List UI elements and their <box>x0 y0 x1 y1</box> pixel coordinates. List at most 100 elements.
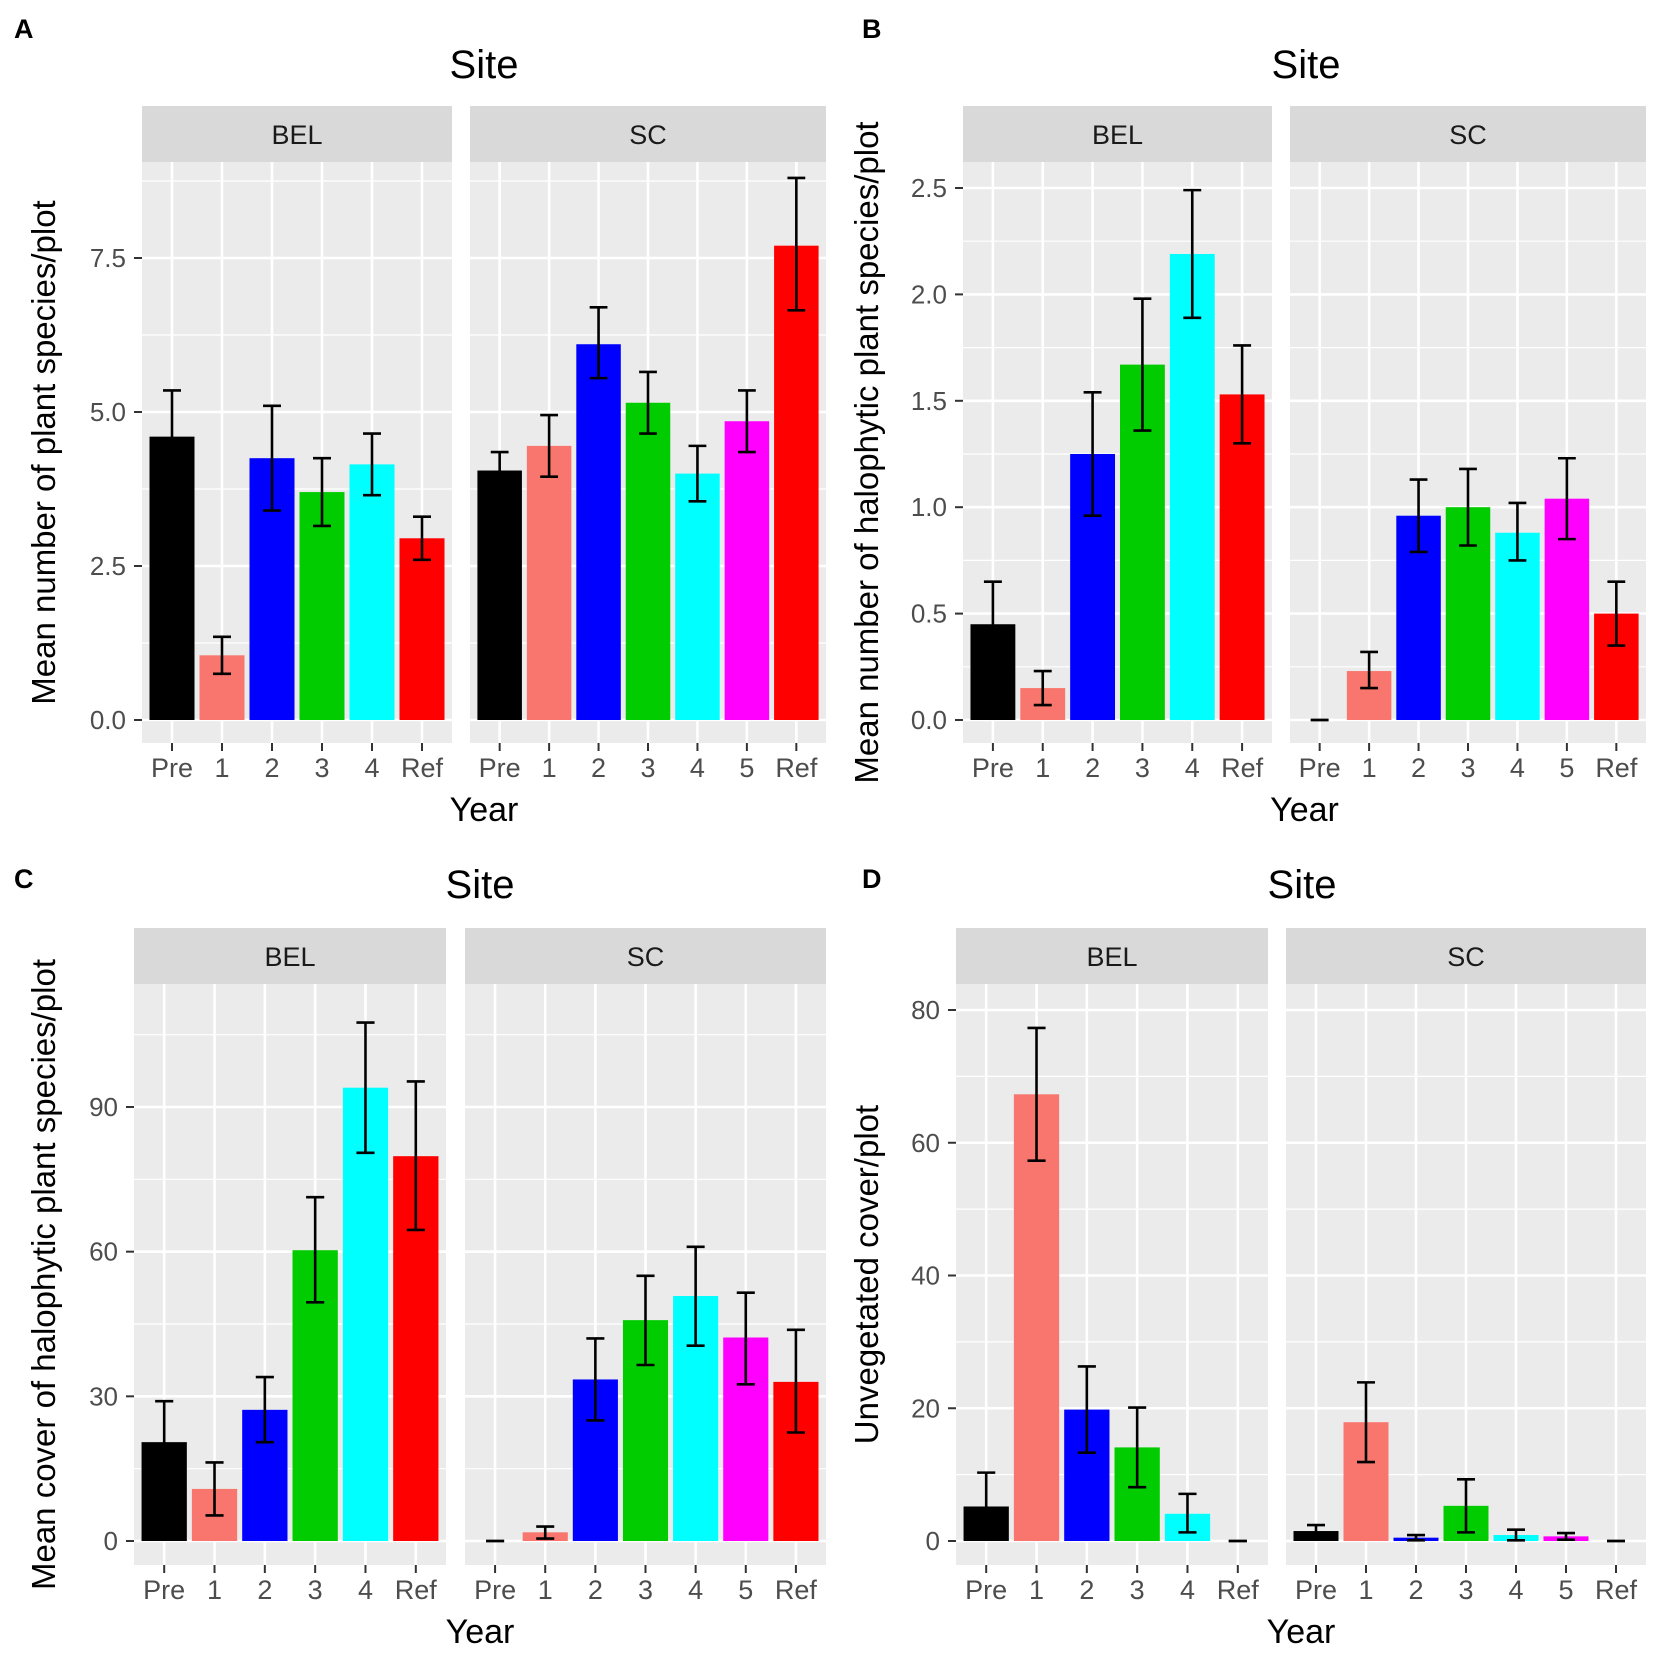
x-tick-label: Pre <box>143 1575 185 1605</box>
error-bar <box>1360 650 1379 690</box>
bar <box>399 538 445 720</box>
error-bar <box>1133 297 1152 432</box>
x-axis-label: Year <box>446 1613 515 1651</box>
y-tick-label: 20 <box>911 1393 940 1423</box>
x-tick-label: 4 <box>1510 753 1525 783</box>
y-tick-label: 2.5 <box>911 173 947 203</box>
x-tick-label: 2 <box>1079 1575 1094 1605</box>
facet-strip-label: BEL <box>264 942 315 972</box>
y-tick-label: 0.0 <box>911 705 947 735</box>
x-tick-label: 1 <box>538 1575 553 1605</box>
error-bar <box>1507 1528 1525 1542</box>
error-bar <box>586 1337 605 1422</box>
y-axis-label: Unvegetated cover/plot <box>848 1105 885 1444</box>
facet-strip-label: SC <box>629 120 667 150</box>
error-bar <box>1459 467 1477 547</box>
x-axis-label: Year <box>1267 1613 1336 1651</box>
bar <box>774 245 819 720</box>
error-bar <box>1233 344 1252 445</box>
y-tick-label: 80 <box>911 995 940 1025</box>
y-axis-label: Mean number of halophytic plant species/… <box>848 121 885 783</box>
panel-label: A <box>14 14 34 44</box>
x-tick-label: Pre <box>1299 753 1341 783</box>
panel-c: C Site Year Mean cover of halophytic plant … <box>14 863 826 1651</box>
facet-strip <box>1290 106 1646 162</box>
x-tick-label: 3 <box>1458 1575 1473 1605</box>
facet-sc: SC Pre 1 2 3 4 5 Ref <box>1286 928 1646 1605</box>
error-bar <box>1183 188 1202 320</box>
facet-strip <box>134 928 446 984</box>
bar <box>342 1087 389 1541</box>
error-bar <box>787 176 806 312</box>
facet-strip <box>142 106 452 162</box>
panel-a: A Site Year Mean number of plant species/pl… <box>14 14 826 829</box>
x-tick-label: Ref <box>775 753 818 783</box>
x-tick-label: 1 <box>1029 1575 1044 1605</box>
chart-title: Site <box>1268 863 1337 907</box>
error-bar <box>540 413 559 478</box>
error-bar <box>490 450 509 491</box>
error-bar <box>163 389 181 485</box>
y-tick-label: 0 <box>926 1526 940 1556</box>
error-bar <box>983 580 1002 669</box>
error-bar <box>1457 1477 1475 1534</box>
x-tick-label: 2 <box>588 1575 603 1605</box>
x-tick-label: 3 <box>638 1575 653 1605</box>
facet-bel: BEL Pre 1 2 3 4 Ref <box>956 928 1268 1605</box>
error-bar <box>1557 456 1576 541</box>
facet-sc: SC Pre 1 2 3 4 5 Ref <box>1290 106 1646 783</box>
error-bar <box>1409 478 1428 554</box>
bar <box>675 473 720 720</box>
facet-strip <box>1286 928 1646 984</box>
x-tick-label: Ref <box>1217 1575 1260 1605</box>
bar <box>1219 394 1265 720</box>
bar <box>1495 532 1540 720</box>
y-tick-label: 1.0 <box>911 492 947 522</box>
error-bar <box>413 515 431 562</box>
x-axis-label: Year <box>1270 791 1339 829</box>
error-bar <box>356 1021 375 1155</box>
bar <box>724 421 770 720</box>
x-tick-label: 4 <box>358 1575 373 1605</box>
y-tick-label: 60 <box>89 1237 118 1267</box>
y-tick-label: 7.5 <box>90 243 126 273</box>
error-bar <box>1357 1381 1375 1464</box>
facet-strip-label: BEL <box>1092 120 1143 150</box>
x-tick-label: 3 <box>1460 753 1475 783</box>
x-tick-label: Ref <box>1595 1575 1638 1605</box>
x-tick-label: 3 <box>640 753 655 783</box>
y-tick-label: 0 <box>104 1526 118 1556</box>
x-tick-label: 2 <box>591 753 606 783</box>
x-tick-label: Pre <box>1295 1575 1337 1605</box>
chart-title: Site <box>1272 43 1341 87</box>
x-tick-label: 2 <box>1085 753 1100 783</box>
error-bar <box>313 456 331 528</box>
panel-d: D Site Year Unvegetated cover/plot 0 20 40 60 80… <box>848 863 1646 1651</box>
x-tick-label: 5 <box>1558 1575 1573 1605</box>
x-tick-label: 4 <box>364 753 379 783</box>
error-bar <box>688 444 707 503</box>
error-bar <box>786 1328 805 1434</box>
x-tick-label: Ref <box>775 1575 818 1605</box>
x-tick-label: Pre <box>965 1575 1007 1605</box>
error-bar <box>155 1399 174 1485</box>
facet-strip-label: SC <box>627 942 665 972</box>
error-bar <box>263 404 281 512</box>
bar <box>526 445 572 720</box>
error-bar <box>213 635 231 676</box>
x-tick-label: Pre <box>474 1575 516 1605</box>
facet-strip-label: BEL <box>271 120 322 150</box>
error-bar <box>1407 1533 1425 1542</box>
panel-b: B Site Year Mean number of halophytic plant… <box>848 14 1646 829</box>
facet-bel: BEL Pre 1 2 3 4 Ref <box>134 928 446 1605</box>
bar <box>1169 253 1215 720</box>
x-tick-label: 2 <box>1411 753 1426 783</box>
y-tick-label: 0.0 <box>90 705 126 735</box>
y-tick-label: 2.5 <box>90 551 126 581</box>
y-axis-label: Mean cover of halophytic plant species/p… <box>25 959 62 1590</box>
x-tick-label: 3 <box>1130 1575 1145 1605</box>
error-bar <box>1178 1492 1197 1534</box>
error-bar <box>536 1525 555 1540</box>
bar <box>477 470 522 720</box>
y-tick-label: 1.5 <box>911 386 947 416</box>
